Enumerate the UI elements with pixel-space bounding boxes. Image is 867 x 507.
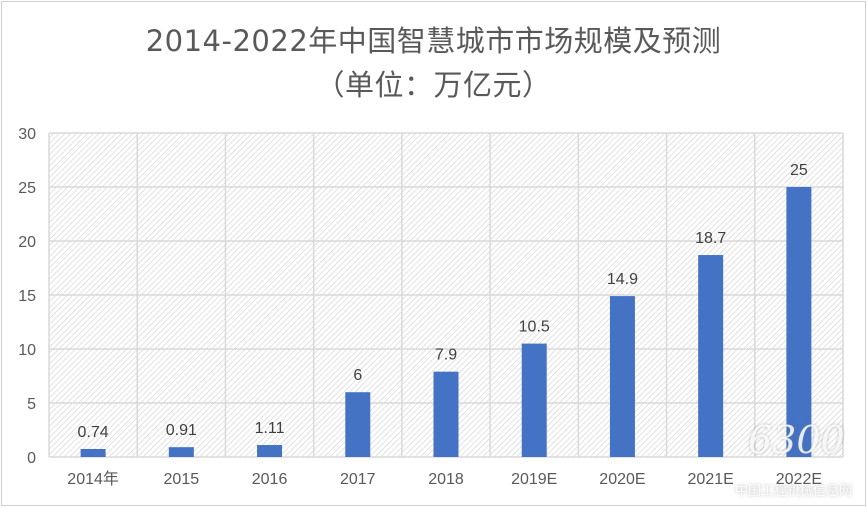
y-tick-label: 5 [27, 396, 36, 413]
bar [433, 371, 459, 457]
y-tick-label: 15 [18, 288, 36, 305]
bar [168, 447, 194, 457]
x-tick-label: 2021E [688, 471, 734, 488]
data-label: 7.9 [435, 347, 457, 364]
x-tick-label: 2022E [776, 471, 822, 488]
data-label: 0.74 [78, 424, 109, 441]
x-tick-label: 2014年 [67, 470, 119, 488]
bar [786, 187, 812, 457]
bar [345, 392, 371, 457]
chart-title: 2014-2022年中国智慧城市市场规模及预测 [145, 24, 722, 58]
x-tick-label: 2016 [252, 471, 288, 488]
x-tick-label: 2018 [428, 471, 464, 488]
data-label: 1.11 [255, 420, 285, 437]
bar [521, 343, 547, 457]
y-tick-label: 20 [18, 234, 36, 251]
y-tick-label: 25 [18, 180, 36, 197]
x-tick-label: 2017 [340, 471, 376, 488]
bar [698, 255, 724, 457]
y-tick-label: 0 [27, 450, 36, 467]
bar [257, 445, 283, 457]
x-tick-label: 2020E [599, 471, 645, 488]
data-label: 18.7 [695, 230, 726, 247]
chart-subtitle: （单位：万亿元） [315, 68, 552, 102]
bar [609, 296, 635, 457]
y-tick-label: 10 [18, 342, 36, 359]
data-label: 14.9 [607, 271, 638, 288]
bar [80, 449, 106, 457]
data-label: 25 [790, 162, 808, 179]
data-label: 0.91 [166, 422, 197, 439]
data-label: 6 [353, 367, 362, 384]
x-tick-label: 2019E [511, 471, 557, 488]
x-tick-label: 2015 [164, 471, 200, 488]
data-label: 10.5 [519, 319, 550, 336]
y-tick-label: 30 [18, 126, 36, 143]
